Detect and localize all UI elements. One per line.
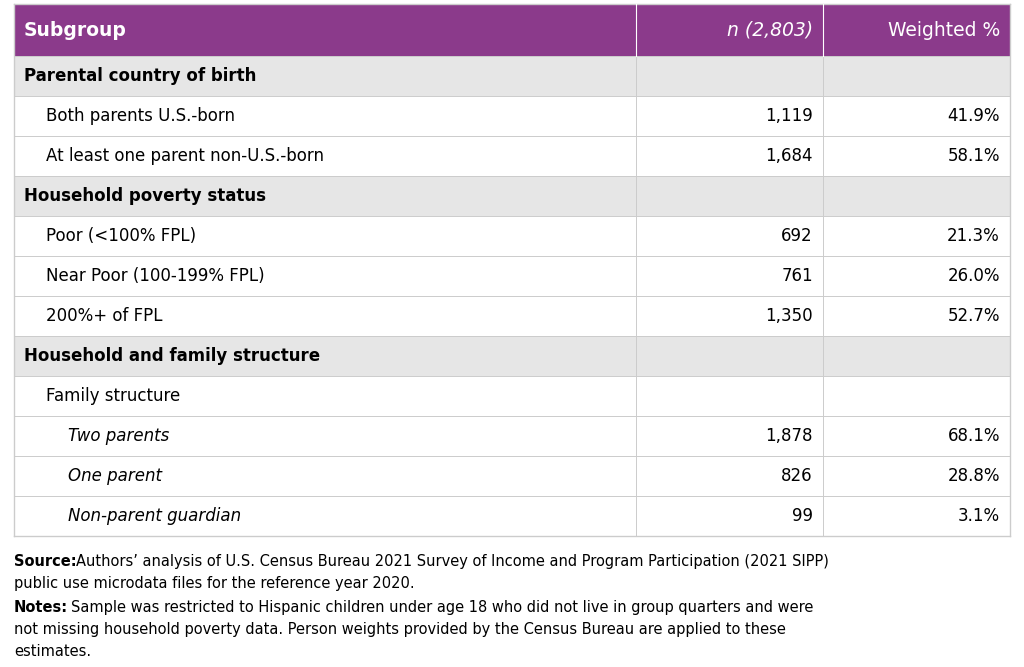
Bar <box>14 216 1010 256</box>
Text: 28.8%: 28.8% <box>947 467 1000 485</box>
Bar <box>14 4 1010 56</box>
Bar <box>14 456 1010 496</box>
Text: Non-parent guardian: Non-parent guardian <box>68 507 241 525</box>
Text: 692: 692 <box>781 227 813 245</box>
Bar <box>14 96 1010 136</box>
Text: Both parents U.S.-born: Both parents U.S.-born <box>46 107 234 125</box>
Text: Household poverty status: Household poverty status <box>24 187 266 205</box>
Text: 52.7%: 52.7% <box>947 307 1000 325</box>
Text: Authors’ analysis of U.S. Census Bureau 2021 Survey of Income and Program Partic: Authors’ analysis of U.S. Census Bureau … <box>76 554 828 569</box>
Text: Weighted %: Weighted % <box>888 21 1000 39</box>
Text: Family structure: Family structure <box>46 387 180 405</box>
Text: 99: 99 <box>792 507 813 525</box>
Text: 826: 826 <box>781 467 813 485</box>
Text: Household and family structure: Household and family structure <box>24 347 321 365</box>
Text: 58.1%: 58.1% <box>947 147 1000 165</box>
Bar <box>14 296 1010 336</box>
Text: 1,684: 1,684 <box>765 147 813 165</box>
Text: Parental country of birth: Parental country of birth <box>24 67 256 85</box>
Bar <box>14 416 1010 456</box>
Text: 200%+ of FPL: 200%+ of FPL <box>46 307 163 325</box>
Bar <box>14 496 1010 536</box>
Text: Poor (<100% FPL): Poor (<100% FPL) <box>46 227 197 245</box>
Text: One parent: One parent <box>68 467 162 485</box>
Text: Sample was restricted to Hispanic children under age 18 who did not live in grou: Sample was restricted to Hispanic childr… <box>71 600 813 615</box>
Text: 1,878: 1,878 <box>765 427 813 445</box>
Text: 21.3%: 21.3% <box>947 227 1000 245</box>
Text: 26.0%: 26.0% <box>947 267 1000 285</box>
Bar <box>14 376 1010 416</box>
Text: public use microdata files for the reference year 2020.: public use microdata files for the refer… <box>14 576 415 591</box>
Text: 1,119: 1,119 <box>765 107 813 125</box>
Text: Subgroup: Subgroup <box>24 21 127 39</box>
Text: Source:: Source: <box>14 554 77 569</box>
Text: Near Poor (100-199% FPL): Near Poor (100-199% FPL) <box>46 267 264 285</box>
Bar <box>14 136 1010 176</box>
Text: At least one parent non-U.S.-born: At least one parent non-U.S.-born <box>46 147 324 165</box>
Text: n (2,803): n (2,803) <box>727 21 813 39</box>
Bar <box>14 336 1010 376</box>
Bar <box>14 176 1010 216</box>
Text: estimates.: estimates. <box>14 644 91 659</box>
Bar <box>14 56 1010 96</box>
Text: 1,350: 1,350 <box>765 307 813 325</box>
Bar <box>14 256 1010 296</box>
Text: 3.1%: 3.1% <box>957 507 1000 525</box>
Text: 68.1%: 68.1% <box>947 427 1000 445</box>
Text: Two parents: Two parents <box>68 427 169 445</box>
Text: Notes:: Notes: <box>14 600 69 615</box>
Text: 41.9%: 41.9% <box>947 107 1000 125</box>
Text: 761: 761 <box>781 267 813 285</box>
Text: not missing household poverty data. Person weights provided by the Census Bureau: not missing household poverty data. Pers… <box>14 622 785 637</box>
